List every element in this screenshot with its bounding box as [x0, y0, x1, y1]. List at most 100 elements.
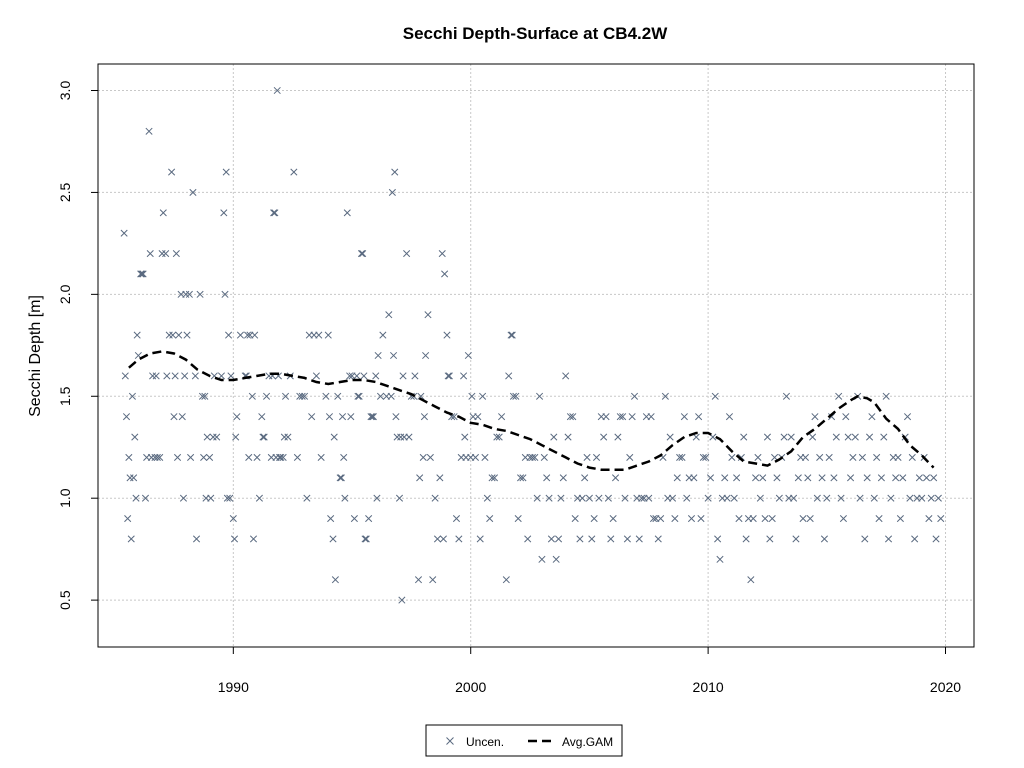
- data-point: [578, 494, 586, 502]
- data-point: [538, 555, 546, 563]
- data-point: [405, 433, 413, 441]
- data-point: [488, 474, 496, 482]
- data-point: [290, 168, 298, 176]
- data-point: [207, 494, 215, 502]
- data-point: [334, 392, 342, 400]
- data-point: [918, 494, 926, 502]
- data-point: [169, 331, 177, 339]
- data-point: [362, 535, 370, 543]
- data-point: [284, 433, 292, 441]
- data-point: [441, 270, 449, 278]
- data-point: [680, 413, 688, 421]
- legend-label-uncen: Uncen.: [466, 735, 504, 749]
- data-point: [569, 413, 577, 421]
- data-point: [678, 453, 686, 461]
- data-point: [357, 250, 366, 258]
- data-point: [192, 535, 201, 543]
- data-point: [493, 433, 501, 441]
- data-point: [865, 433, 874, 441]
- data-point: [353, 372, 361, 380]
- data-point: [147, 453, 155, 461]
- data-point: [932, 535, 940, 543]
- data-point: [559, 474, 567, 482]
- data-point: [723, 494, 731, 502]
- data-point: [227, 372, 235, 380]
- data-point: [376, 392, 385, 400]
- data-point: [248, 392, 256, 400]
- data-point: [533, 494, 541, 502]
- data-point: [747, 576, 755, 584]
- data-point: [766, 535, 774, 543]
- data-point: [616, 413, 624, 421]
- data-point: [139, 270, 147, 278]
- data-point: [754, 453, 762, 461]
- data-point: [780, 433, 788, 441]
- data-point: [468, 392, 476, 400]
- data-point: [361, 535, 369, 543]
- x-tick-label: 1990: [218, 679, 249, 695]
- data-point: [387, 392, 395, 400]
- data-point: [426, 453, 434, 461]
- data-point: [385, 311, 393, 319]
- data-point: [761, 515, 769, 523]
- data-point: [445, 372, 453, 380]
- data-point: [502, 576, 510, 584]
- data-point: [571, 515, 579, 523]
- data-point: [270, 209, 278, 217]
- uncensored-points: [120, 86, 945, 604]
- data-point: [666, 433, 674, 441]
- data-point: [868, 413, 876, 421]
- data-point: [355, 392, 363, 400]
- data-point: [545, 494, 553, 502]
- data-point: [146, 250, 154, 258]
- data-point: [479, 392, 487, 400]
- y-tick-label: 2.0: [57, 284, 73, 304]
- data-point: [517, 474, 525, 482]
- data-point: [255, 494, 263, 502]
- data-point: [393, 433, 401, 441]
- data-point: [455, 535, 463, 543]
- data-point: [124, 515, 132, 523]
- data-point: [483, 494, 491, 502]
- data-point: [346, 372, 354, 380]
- data-point: [683, 494, 691, 502]
- data-point: [481, 453, 489, 461]
- x-tick-label: 2010: [693, 679, 724, 695]
- data-point: [794, 474, 802, 482]
- data-point: [835, 392, 843, 400]
- data-point: [519, 474, 527, 482]
- data-point: [433, 535, 442, 543]
- data-point: [884, 535, 893, 543]
- data-point: [277, 453, 285, 461]
- data-point: [168, 168, 176, 176]
- data-point: [566, 413, 574, 421]
- data-point: [937, 515, 945, 523]
- data-point: [661, 392, 669, 400]
- data-point: [870, 494, 878, 502]
- data-point: [158, 250, 166, 258]
- data-point: [733, 474, 741, 482]
- data-point: [329, 535, 337, 543]
- data-point: [749, 515, 757, 523]
- data-point: [336, 474, 344, 482]
- data-point: [899, 474, 907, 482]
- data-point: [842, 413, 850, 421]
- data-point: [171, 372, 179, 380]
- data-point: [312, 372, 320, 380]
- data-point: [604, 494, 612, 502]
- data-point: [846, 474, 855, 482]
- data-point: [221, 290, 229, 298]
- data-point: [690, 474, 698, 482]
- data-point: [768, 515, 776, 523]
- data-point: [213, 433, 221, 441]
- data-point: [543, 474, 551, 482]
- data-point: [419, 453, 427, 461]
- data-point: [592, 453, 601, 461]
- data-point: [699, 453, 707, 461]
- data-point: [756, 494, 764, 502]
- data-point: [823, 494, 831, 502]
- data-point: [820, 535, 828, 543]
- data-point: [740, 433, 748, 441]
- data-point: [223, 494, 231, 502]
- data-point: [830, 474, 838, 482]
